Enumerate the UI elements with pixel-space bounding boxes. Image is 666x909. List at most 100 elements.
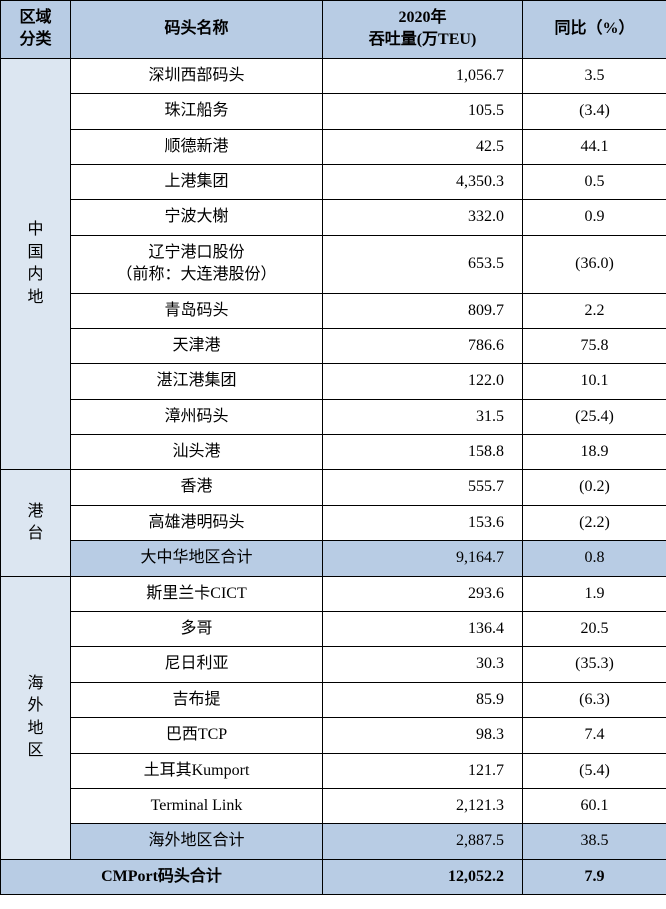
throughput-value: 121.7 xyxy=(323,753,523,788)
subtotal-row: 大中华地区合计9,164.70.8 xyxy=(1,541,666,576)
throughput-value: 332.0 xyxy=(323,200,523,235)
terminal-name: 多哥 xyxy=(71,612,323,647)
header-region-l2: 分类 xyxy=(9,29,62,51)
table-row: 宁波大榭332.00.9 xyxy=(1,200,666,235)
throughput-value: 105.5 xyxy=(323,94,523,129)
terminal-name: 深圳西部码头 xyxy=(71,58,323,93)
table-row: 湛江港集团122.010.1 xyxy=(1,364,666,399)
yoy-value: 44.1 xyxy=(523,129,666,164)
yoy-value: 75.8 xyxy=(523,328,666,363)
table-row: 漳州码头31.5(25.4) xyxy=(1,399,666,434)
region-char: 海 xyxy=(9,673,62,695)
table-row: 尼日利亚30.3(35.3) xyxy=(1,647,666,682)
grand-total-label: CMPort码头合计 xyxy=(1,859,323,894)
region-char: 地 xyxy=(9,287,62,309)
subtotal-yoy: 38.5 xyxy=(523,824,666,859)
region-char: 国 xyxy=(9,242,62,264)
header-throughput-l1: 2020年 xyxy=(331,7,514,29)
yoy-value: 0.9 xyxy=(523,200,666,235)
throughput-value: 1,056.7 xyxy=(323,58,523,93)
throughput-value: 98.3 xyxy=(323,718,523,753)
yoy-value: (25.4) xyxy=(523,399,666,434)
yoy-value: (35.3) xyxy=(523,647,666,682)
terminal-name: 湛江港集团 xyxy=(71,364,323,399)
throughput-value: 293.6 xyxy=(323,576,523,611)
terminal-name: 顺德新港 xyxy=(71,129,323,164)
subtotal-label: 海外地区合计 xyxy=(71,824,323,859)
region-char: 港 xyxy=(9,501,62,523)
terminal-name: 斯里兰卡CICT xyxy=(71,576,323,611)
throughput-value: 31.5 xyxy=(323,399,523,434)
subtotal-throughput: 9,164.7 xyxy=(323,541,523,576)
yoy-value: 2.2 xyxy=(523,293,666,328)
region-cell: 中国内地 xyxy=(1,58,71,470)
region-cell: 港台 xyxy=(1,470,71,576)
table-row: 上港集团4,350.30.5 xyxy=(1,164,666,199)
table-row: 珠江船务105.5(3.4) xyxy=(1,94,666,129)
subtotal-label: 大中华地区合计 xyxy=(71,541,323,576)
table-row: 多哥136.420.5 xyxy=(1,612,666,647)
table: 区域 分类 码头名称 2020年 吞吐量(万TEU) 同比（%） 中国内地深圳西… xyxy=(0,0,666,895)
grand-total-yoy: 7.9 xyxy=(523,859,666,894)
yoy-value: (36.0) xyxy=(523,235,666,293)
table-row: 巴西TCP98.37.4 xyxy=(1,718,666,753)
region-char: 台 xyxy=(9,523,62,545)
table-body: 中国内地深圳西部码头1,056.73.5珠江船务105.5(3.4)顺德新港42… xyxy=(1,58,666,894)
region-cell: 海外地区 xyxy=(1,576,71,859)
terminal-name: 尼日利亚 xyxy=(71,647,323,682)
table-row: 吉布提85.9(6.3) xyxy=(1,682,666,717)
subtotal-row: 海外地区合计2,887.538.5 xyxy=(1,824,666,859)
yoy-value: (6.3) xyxy=(523,682,666,717)
header-region-l1: 区域 xyxy=(9,7,62,29)
port-throughput-table: 区域 分类 码头名称 2020年 吞吐量(万TEU) 同比（%） 中国内地深圳西… xyxy=(0,0,666,895)
yoy-value: 7.4 xyxy=(523,718,666,753)
table-row: 高雄港明码头153.6(2.2) xyxy=(1,505,666,540)
terminal-name: 青岛码头 xyxy=(71,293,323,328)
yoy-value: 0.5 xyxy=(523,164,666,199)
throughput-value: 653.5 xyxy=(323,235,523,293)
throughput-value: 4,350.3 xyxy=(323,164,523,199)
yoy-value: 60.1 xyxy=(523,788,666,823)
throughput-value: 2,121.3 xyxy=(323,788,523,823)
throughput-value: 30.3 xyxy=(323,647,523,682)
yoy-value: 10.1 xyxy=(523,364,666,399)
region-char: 内 xyxy=(9,264,62,286)
terminal-name: 上港集团 xyxy=(71,164,323,199)
yoy-value: (0.2) xyxy=(523,470,666,505)
table-row: 顺德新港42.544.1 xyxy=(1,129,666,164)
grand-total-throughput: 12,052.2 xyxy=(323,859,523,894)
yoy-value: 18.9 xyxy=(523,435,666,470)
region-char: 地 xyxy=(9,718,62,740)
terminal-name: 珠江船务 xyxy=(71,94,323,129)
throughput-value: 555.7 xyxy=(323,470,523,505)
yoy-value: 1.9 xyxy=(523,576,666,611)
header-region: 区域 分类 xyxy=(1,1,71,59)
subtotal-yoy: 0.8 xyxy=(523,541,666,576)
table-row: 土耳其Kumport121.7(5.4) xyxy=(1,753,666,788)
throughput-value: 786.6 xyxy=(323,328,523,363)
table-row: 天津港786.675.8 xyxy=(1,328,666,363)
table-row: 青岛码头809.72.2 xyxy=(1,293,666,328)
throughput-value: 136.4 xyxy=(323,612,523,647)
terminal-name: 天津港 xyxy=(71,328,323,363)
terminal-name: 吉布提 xyxy=(71,682,323,717)
yoy-value: (2.2) xyxy=(523,505,666,540)
table-row: 中国内地深圳西部码头1,056.73.5 xyxy=(1,58,666,93)
header-throughput-l2: 吞吐量(万TEU) xyxy=(331,29,514,51)
throughput-value: 158.8 xyxy=(323,435,523,470)
region-char: 外 xyxy=(9,695,62,717)
table-row: 海外地区斯里兰卡CICT293.61.9 xyxy=(1,576,666,611)
yoy-value: 20.5 xyxy=(523,612,666,647)
region-char: 区 xyxy=(9,740,62,762)
table-row: Terminal Link2,121.360.1 xyxy=(1,788,666,823)
throughput-value: 122.0 xyxy=(323,364,523,399)
yoy-value: (3.4) xyxy=(523,94,666,129)
terminal-name: 宁波大榭 xyxy=(71,200,323,235)
terminal-name: 漳州码头 xyxy=(71,399,323,434)
header-throughput: 2020年 吞吐量(万TEU) xyxy=(323,1,523,59)
terminal-name: 土耳其Kumport xyxy=(71,753,323,788)
table-row: 港台香港555.7(0.2) xyxy=(1,470,666,505)
grand-total-row: CMPort码头合计12,052.27.9 xyxy=(1,859,666,894)
terminal-name: 香港 xyxy=(71,470,323,505)
throughput-value: 153.6 xyxy=(323,505,523,540)
